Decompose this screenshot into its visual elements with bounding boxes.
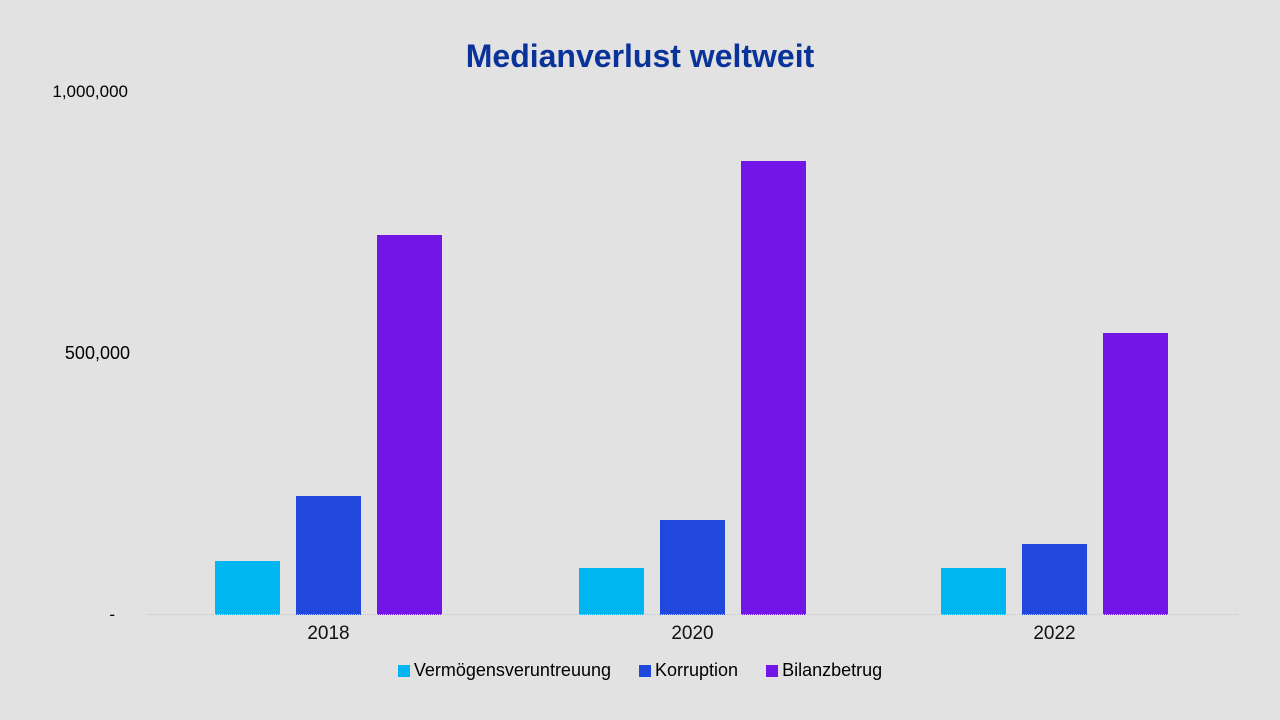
bar-2022-bilanzbetrug	[1103, 333, 1168, 615]
x-axis-tick-2022: 2022	[1033, 623, 1076, 644]
legend-label-bilanzbetrug: Bilanzbetrug	[782, 660, 883, 680]
bar-2020-vermoegensveruntreuung	[579, 567, 644, 615]
bar-2018-korruption	[296, 496, 361, 615]
legend-swatch-bilanzbetrug-icon	[766, 664, 779, 677]
y-axis-tick-zero: -	[109, 605, 115, 624]
x-axis-tick-2020: 2020	[671, 623, 714, 644]
legend-item-vermoegensveruntreuung: Vermögensveruntreuung	[397, 660, 611, 681]
bar-group-2022	[941, 92, 1168, 615]
bar-2022-korruption	[1022, 543, 1087, 615]
bar-2018-bilanzbetrug	[377, 234, 442, 615]
legend-label-korruption: Korruption	[655, 660, 739, 680]
x-axis-tick-2018: 2018	[307, 623, 350, 644]
x-axis-line	[148, 614, 1238, 615]
bar-2020-bilanzbetrug	[741, 161, 806, 615]
bar-group-2020	[579, 92, 806, 615]
legend-swatch-vermoegensveruntreuung-icon	[397, 664, 410, 677]
legend-swatch-korruption-icon	[639, 664, 651, 677]
legend-item-korruption: Korruption	[639, 660, 738, 681]
y-axis-tick-500000: 500,000	[64, 343, 130, 363]
chart-title: Medianverlust weltweit	[465, 38, 815, 74]
legend-label-vermoegensveruntreuung: Vermögensveruntreuung	[413, 660, 611, 680]
bar-2020-korruption	[660, 519, 725, 615]
chart-legend: Vermögensveruntreuung Korruption Bilanzb…	[0, 660, 1280, 681]
legend-item-bilanzbetrug: Bilanzbetrug	[766, 660, 882, 681]
y-axis-tick-1000000: 1,000,000	[52, 82, 128, 101]
bar-2022-vermoegensveruntreuung	[941, 567, 1006, 615]
bar-group-2018	[215, 92, 442, 615]
bar-2018-vermoegensveruntreuung	[215, 560, 280, 615]
